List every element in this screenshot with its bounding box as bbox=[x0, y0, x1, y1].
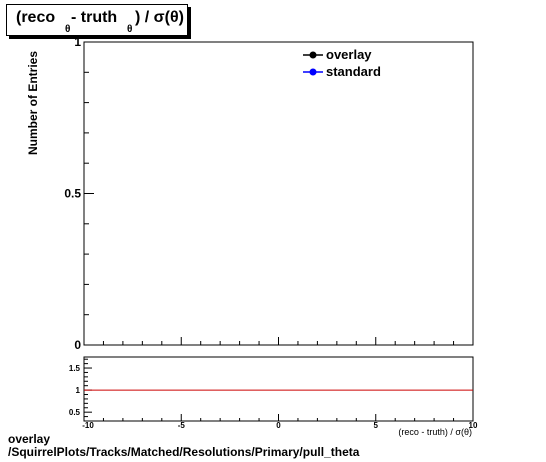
ratio-x-tick-label: 10 bbox=[469, 421, 478, 430]
title-part-mid: - truth bbox=[71, 9, 118, 26]
legend: overlay standard bbox=[303, 47, 381, 79]
title-part-close: ) / σ(θ) bbox=[135, 9, 184, 26]
main-y-tick-label: 1 bbox=[74, 35, 81, 49]
ratio-x-tick-label: -10 bbox=[82, 421, 94, 430]
ratio-y-ticks bbox=[84, 358, 92, 418]
ratio-y-tick-label: 0.5 bbox=[69, 408, 81, 417]
main-plot-frame bbox=[83, 41, 474, 346]
footer-caption: overlay /SquirrelPlots/Tracks/Matched/Re… bbox=[8, 433, 359, 459]
legend-overlay-label: overlay bbox=[326, 47, 372, 62]
ratio-x-tick-label: 0 bbox=[276, 421, 281, 430]
footer-line-2: /SquirrelPlots/Tracks/Matched/Resolution… bbox=[8, 445, 360, 459]
main-y-tick-label: 0.5 bbox=[64, 187, 81, 201]
title-part-open: (reco bbox=[16, 9, 56, 26]
ratio-x-axis-title: (reco - truth) / σ(θ) bbox=[398, 427, 472, 437]
legend-standard-label: standard bbox=[326, 64, 381, 79]
footer-line-1: overlay bbox=[8, 432, 51, 446]
main-y-ticks bbox=[84, 41, 94, 346]
ratio-x-tick-label: 5 bbox=[374, 421, 379, 430]
legend-overlay-marker bbox=[309, 51, 317, 59]
ratio-x-tick-label: -5 bbox=[178, 421, 186, 430]
plot-title: (reco θ - truth θ ) / σ(θ) bbox=[6, 4, 188, 36]
ratio-x-tick-labels: -10 -5 0 5 10 bbox=[82, 421, 478, 430]
legend-standard-marker bbox=[309, 68, 317, 76]
ratio-y-tick-label: 1 bbox=[76, 386, 81, 395]
main-x-ticks bbox=[83, 337, 474, 345]
main-y-tick-labels: 00.51 bbox=[64, 35, 81, 352]
title-subscript-2: θ bbox=[127, 24, 133, 35]
ratio-y-tick-label: 1.5 bbox=[69, 364, 81, 373]
ratio-y-tick-labels: 0.5 1 1.5 bbox=[69, 364, 81, 417]
ratio-x-ticks bbox=[83, 414, 474, 421]
ratio-plot-frame bbox=[83, 356, 474, 422]
main-y-tick-label: 0 bbox=[74, 338, 81, 352]
title-subscript-1: θ bbox=[65, 24, 71, 35]
